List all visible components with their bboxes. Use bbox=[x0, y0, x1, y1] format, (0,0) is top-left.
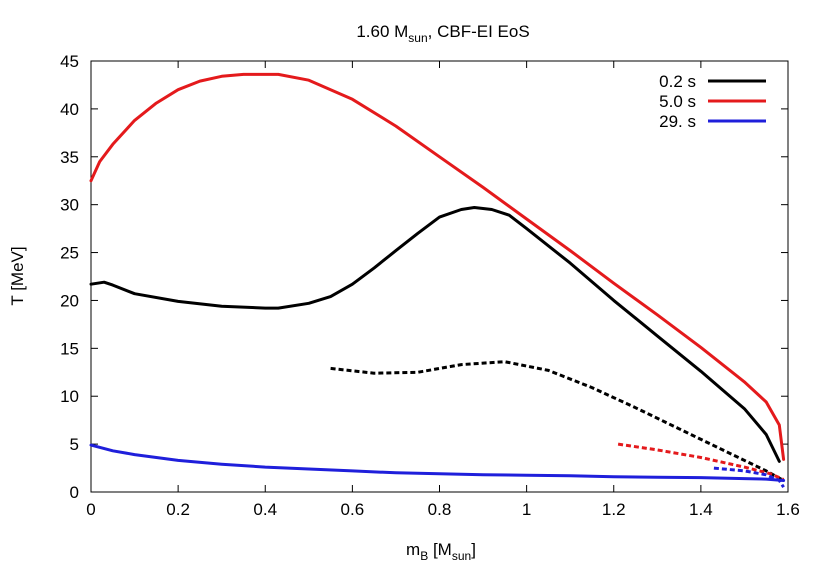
x-axis-label-sub2: sun bbox=[452, 549, 471, 563]
x-axis-label-mid: [M bbox=[428, 540, 452, 559]
tick-labels: 0 0.2 0.4 0.6 0.8 1 1.2 1.4 1.6 0 5 10 15 20 25 30 35 40 4… bbox=[60, 52, 800, 519]
x-tick-label: 0.4 bbox=[253, 500, 277, 519]
x-tick-label: 0.8 bbox=[428, 500, 452, 519]
series-layer bbox=[89, 72, 786, 489]
x-axis-label-sub: B bbox=[420, 549, 428, 563]
legend-label: 0.2 s bbox=[659, 72, 696, 91]
y-tick-label: 30 bbox=[60, 196, 79, 215]
x-axis-label-main: m bbox=[406, 540, 420, 559]
x-tick-label: 1.2 bbox=[602, 500, 626, 519]
x-tick-label: 0.6 bbox=[341, 500, 365, 519]
series-line-3 bbox=[617, 442, 785, 481]
y-tick-label: 5 bbox=[70, 435, 79, 454]
chart-title-rest: , CBF-EI EoS bbox=[428, 22, 530, 41]
series-line-1 bbox=[330, 360, 785, 482]
chart-title: 1.60 Msun, CBF-EI EoS bbox=[356, 22, 529, 45]
y-tick-label: 15 bbox=[60, 339, 79, 358]
y-tick-label: 40 bbox=[60, 100, 79, 119]
legend: 0.2 s5.0 s29. s bbox=[659, 72, 766, 131]
series-line-2 bbox=[89, 72, 786, 461]
chart-title-main: 1.60 M bbox=[356, 22, 408, 41]
y-tick-label: 20 bbox=[60, 291, 79, 310]
series-line-5 bbox=[713, 466, 785, 489]
y-tick-label: 10 bbox=[60, 387, 79, 406]
x-tick-label: 1.6 bbox=[776, 500, 800, 519]
x-tick-label: 0 bbox=[86, 500, 95, 519]
y-tick-label: 45 bbox=[60, 52, 79, 71]
x-axis-label: mB [Msun] bbox=[406, 540, 476, 563]
axis-ticks bbox=[90, 60, 789, 493]
x-tick-label: 0.2 bbox=[166, 500, 190, 519]
y-tick-label: 35 bbox=[60, 148, 79, 167]
y-tick-label: 0 bbox=[70, 483, 79, 502]
x-axis-label-end: ] bbox=[471, 540, 476, 559]
x-tick-label: 1.4 bbox=[689, 500, 713, 519]
series-line-4 bbox=[89, 443, 786, 482]
legend-label: 29. s bbox=[659, 112, 696, 131]
series-line-0 bbox=[89, 206, 781, 463]
legend-label: 5.0 s bbox=[659, 92, 696, 111]
y-axis-label: T [MeV] bbox=[8, 246, 27, 305]
y-tick-label: 25 bbox=[60, 244, 79, 263]
chart-title-subscript: sun bbox=[408, 31, 427, 45]
x-tick-label: 1 bbox=[522, 500, 531, 519]
